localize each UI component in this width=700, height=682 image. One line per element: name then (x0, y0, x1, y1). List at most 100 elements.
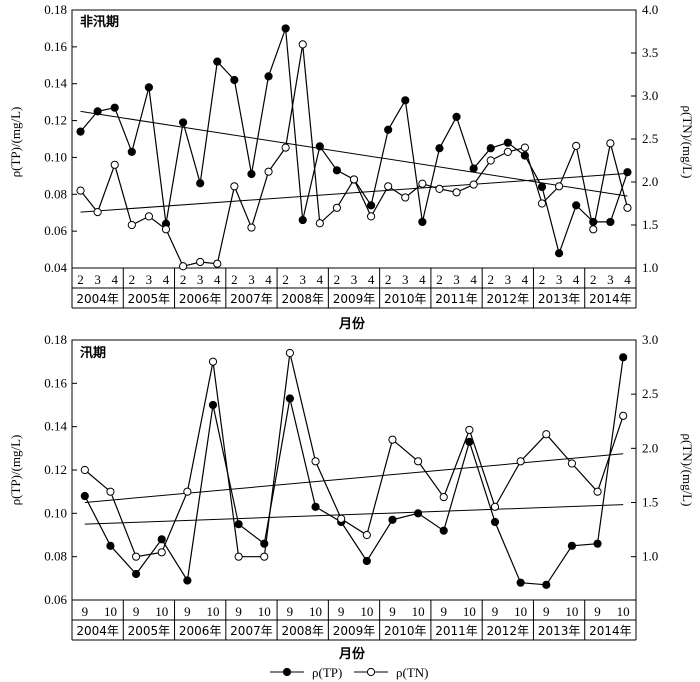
year-label: 2013年 (538, 292, 581, 306)
data-point-tp (418, 217, 427, 227)
month-tick-label: 9 (492, 604, 499, 619)
left-tick-label: 0.06 (44, 592, 67, 607)
month-tick-label: 10 (463, 604, 476, 619)
data-point-tp (567, 541, 577, 550)
data-point-tn (623, 203, 632, 212)
plot-frame (71, 339, 637, 601)
month-tick-label: 2 (590, 272, 597, 287)
month-tick-label: 4 (573, 272, 580, 287)
month-tick-label: 3 (402, 272, 409, 287)
data-point-tn (110, 160, 119, 169)
data-point-tp (264, 72, 273, 81)
right-tick-label: 3.5 (642, 45, 658, 60)
data-point-tn (366, 212, 376, 221)
data-point-tp (542, 580, 551, 589)
data-point-tp (127, 147, 136, 156)
chart-flood-season: 汛期 ρ(TP)/(mg/L) ρ(TN)/(mg/L) 月份 0.06 0.08… (8, 332, 695, 662)
data-point-tp (332, 166, 342, 175)
month-tick-label: 9 (338, 604, 345, 619)
month-tick-label: 2 (282, 272, 289, 287)
data-point-tn (572, 141, 581, 150)
data-point-tp (554, 249, 564, 258)
legend-tn-marker (366, 667, 376, 677)
data-point-tn (213, 259, 222, 268)
data-point-tn (93, 208, 102, 217)
data-point-tn (503, 147, 512, 156)
data-point-tn (593, 487, 602, 496)
month-tick-label: 4 (111, 272, 118, 287)
year-label: 2006年 (179, 292, 222, 306)
month-tick-label: 4 (419, 272, 426, 287)
data-point-tp (93, 107, 102, 116)
month-tick-label: 2 (436, 272, 443, 287)
month-tick-label: 10 (617, 604, 630, 619)
data-point-tn (537, 199, 547, 208)
data-point-tn (178, 262, 188, 271)
data-point-tn (362, 530, 371, 540)
left-tick-label: 0.16 (44, 375, 67, 390)
data-point-tn (230, 182, 239, 191)
trend-line-tp (84, 504, 624, 525)
month-tick-label: 10 (155, 604, 168, 619)
data-point-tp (589, 217, 598, 227)
year-label: 2012年 (487, 624, 530, 638)
right-tick-label: 4.0 (642, 2, 658, 17)
data-point-tn (161, 225, 171, 234)
left-tick-label: 0.18 (44, 332, 67, 347)
month-tick-label: 4 (163, 272, 170, 287)
data-point-tn (264, 167, 273, 176)
trend-line-tn (84, 453, 624, 503)
month-tick-label: 9 (235, 604, 242, 619)
data-point-tp (452, 112, 461, 121)
data-point-tn (281, 143, 290, 152)
left-tick-label: 0.04 (44, 260, 67, 275)
data-point-tp (234, 520, 243, 529)
left-tick-label: 0.18 (44, 2, 67, 17)
data-point-tn (234, 552, 243, 561)
data-point-tn (298, 40, 307, 49)
data-point-tn (349, 175, 359, 184)
data-point-tn (157, 548, 166, 557)
month-tick-label: 4 (317, 272, 324, 287)
year-label: 2010年 (384, 292, 427, 306)
data-point-tn (542, 430, 551, 439)
data-point-tn (183, 487, 192, 496)
month-tick-label: 3 (248, 272, 255, 287)
data-point-tn (208, 357, 218, 366)
left-tick-label: 0.12 (44, 113, 67, 128)
data-point-tp (260, 539, 269, 548)
year-label: 2014年 (589, 624, 632, 638)
data-point-tp (285, 394, 295, 403)
month-tick-label: 4 (368, 272, 375, 287)
chart-title: 汛期 (80, 346, 106, 361)
month-tick-label: 3 (299, 272, 306, 287)
data-point-tp (537, 182, 547, 192)
left-tick-label: 0.14 (44, 419, 67, 434)
month-tick-label: 3 (146, 272, 153, 287)
month-tick-label: 9 (543, 604, 550, 619)
right-tick-label: 1.5 (642, 495, 658, 510)
data-point-tn (311, 457, 320, 466)
right-tick-label: 2.0 (642, 440, 658, 455)
left-tick-label: 0.08 (44, 186, 67, 201)
series-line-tp (80, 28, 629, 256)
year-label: 2013年 (538, 624, 581, 638)
data-point-tp (144, 83, 154, 92)
year-label: 2004年 (76, 624, 119, 638)
data-point-tn (144, 212, 154, 221)
data-point-tn (127, 220, 136, 230)
data-point-tp (503, 138, 512, 147)
year-label: 2005年 (128, 292, 171, 306)
month-tick-label: 2 (77, 272, 84, 287)
left-tick-label: 0.10 (44, 149, 67, 164)
data-point-tp (520, 151, 530, 160)
data-point-tp (486, 144, 495, 153)
data-point-tn (388, 435, 397, 444)
month-tick-label: 10 (258, 604, 271, 619)
plot-frame (71, 9, 637, 269)
data-point-tp (593, 539, 602, 548)
month-tick-label: 2 (180, 272, 187, 287)
left-tick-label: 0.08 (44, 549, 67, 564)
left-tick-label: 0.16 (44, 39, 67, 54)
data-point-tp (572, 201, 581, 210)
